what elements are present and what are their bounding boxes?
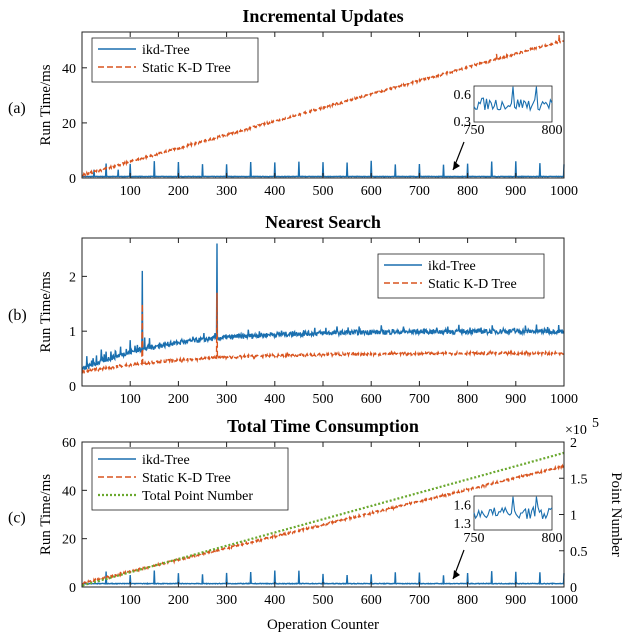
y-tick-label: 40 — [62, 484, 76, 499]
inset-x-tick-label: 800 — [542, 531, 563, 546]
x-tick-label: 100 — [120, 593, 141, 608]
y-tick-label: 40 — [62, 62, 76, 77]
inset-y-tick-label: 0.6 — [454, 88, 472, 103]
series-line-ikd-tree — [82, 243, 565, 370]
inset-y-tick-label: 1.6 — [454, 498, 472, 513]
y-tick-label: 0 — [69, 380, 76, 395]
panel-c: Total Time Consumption (c) Run Time/ms Oper… — [8, 416, 624, 633]
x-tick-label: 300 — [216, 392, 237, 407]
x-tick-label: 500 — [313, 392, 334, 407]
inset-arrow-head — [453, 570, 460, 579]
series-line-ikd-tree — [82, 570, 565, 586]
legend-entry: Static K-D Tree — [142, 471, 231, 486]
y2-tick-label: 2 — [570, 436, 577, 451]
x-tick-label: 300 — [216, 593, 237, 608]
legend-box — [377, 253, 545, 299]
series-line-ikd-tree — [82, 160, 565, 178]
legend-entry: Total Point Number — [142, 489, 253, 504]
x-tick-label: 600 — [361, 184, 382, 199]
x-tick-label: 500 — [313, 593, 334, 608]
panel-b: Nearest Search (b) Run Time/ms 100 200 300 400… — [8, 212, 578, 407]
legend: ikd-Tree Static K-D Tree — [91, 37, 259, 83]
x-tick-label: 700 — [409, 392, 430, 407]
x-tick-label: 600 — [361, 392, 382, 407]
y-tick-label: 0 — [69, 581, 76, 596]
x-tick-label: 900 — [505, 593, 526, 608]
legend: ikd-Tree Static K-D Tree Total Point Numbe… — [91, 447, 289, 511]
y2-axis-label: Point Number — [608, 472, 624, 557]
legend-box — [91, 37, 259, 83]
y-tick-label: 1 — [69, 325, 76, 340]
x-tick-label: 1000 — [550, 593, 578, 608]
x-tick-label: 400 — [264, 392, 285, 407]
y-axis-label: Run Time/ms — [38, 64, 54, 145]
y2-tick-label: 1.5 — [570, 472, 588, 487]
inset-y-tick-label: 1.3 — [454, 517, 472, 532]
y-tick-label: 2 — [69, 270, 76, 285]
series-line-static-k-d-tree — [81, 292, 565, 374]
y-tick-label: 20 — [62, 117, 76, 132]
x-tick-label: 900 — [505, 184, 526, 199]
inset-x-tick-label: 750 — [464, 531, 485, 546]
x-tick-label: 1000 — [550, 392, 578, 407]
chart-title: Nearest Search — [265, 212, 381, 232]
series-line-static-k-d-tree — [81, 34, 565, 177]
legend: ikd-Tree Static K-D Tree — [377, 253, 545, 299]
y2-tick-label: 0.5 — [570, 545, 588, 560]
x-tick-label: 400 — [264, 593, 285, 608]
x-tick-label: 400 — [264, 184, 285, 199]
y2-exponent: 5 — [592, 416, 599, 431]
x-tick-label: 700 — [409, 184, 430, 199]
x-tick-label: 900 — [505, 392, 526, 407]
y-axis-label: Run Time/ms — [38, 271, 54, 352]
y-tick-label: 20 — [62, 533, 76, 548]
x-tick-label: 800 — [457, 593, 478, 608]
legend-entry: ikd-Tree — [428, 259, 476, 274]
series-line-static-k-d-tree — [82, 463, 565, 585]
x-tick-label: 600 — [361, 593, 382, 608]
x-axis-label: Operation Counter — [267, 617, 379, 633]
panel-label: (b) — [8, 307, 27, 324]
x-tick-label: 200 — [168, 593, 189, 608]
inset-series-line — [473, 496, 553, 520]
y-tick-label: 60 — [62, 436, 76, 451]
x-tick-label: 800 — [457, 184, 478, 199]
x-tick-label: 500 — [313, 184, 334, 199]
x-tick-label: 100 — [120, 184, 141, 199]
y2-multiplier: ×10 — [565, 423, 587, 438]
inset: 750 800 1.3 1.6 — [452, 495, 563, 580]
chart-title: Incremental Updates — [242, 6, 403, 26]
inset-x-tick-label: 800 — [542, 123, 563, 138]
chart-title: Total Time Consumption — [227, 416, 419, 436]
series-line-total-point-number — [82, 451, 565, 587]
inset-y-tick-label: 0.3 — [454, 115, 472, 130]
legend-entry: Static K-D Tree — [428, 277, 517, 292]
panel-label: (a) — [8, 100, 26, 117]
inset-series-line — [473, 86, 553, 113]
inset-x-tick-label: 750 — [464, 123, 485, 138]
x-tick-label: 200 — [168, 392, 189, 407]
x-tick-label: 100 — [120, 392, 141, 407]
panel-label: (c) — [8, 510, 26, 527]
legend-entry: ikd-Tree — [142, 453, 190, 468]
x-tick-label: 800 — [457, 392, 478, 407]
x-tick-label: 200 — [168, 184, 189, 199]
y-tick-label: 0 — [69, 172, 76, 187]
x-tick-label: 300 — [216, 184, 237, 199]
x-tick-label: 1000 — [550, 184, 578, 199]
y2-tick-label: 1 — [570, 509, 577, 524]
legend-entry: ikd-Tree — [142, 43, 190, 58]
legend-entry: Static K-D Tree — [142, 61, 231, 76]
x-tick-label: 700 — [409, 593, 430, 608]
y-axis-label: Run Time/ms — [38, 474, 54, 555]
inset-arrow-head — [453, 161, 460, 170]
y2-tick-label: 0 — [570, 581, 577, 596]
inset: 750 800 0.3 0.6 — [452, 85, 563, 171]
